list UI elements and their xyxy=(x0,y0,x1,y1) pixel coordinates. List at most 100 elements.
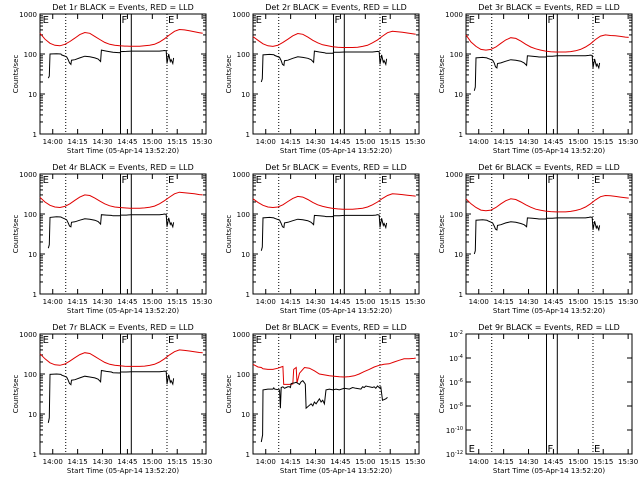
x-tick-label: 14:00 xyxy=(256,138,276,146)
x-tick-label: 15:15 xyxy=(380,298,400,306)
x-tick-label: 15:30 xyxy=(192,458,212,466)
x-axis-label: Start Time (05-Apr-14 13:52:20) xyxy=(67,467,179,475)
x-tick-label: 15:00 xyxy=(568,138,588,146)
x-tick-label: 15:00 xyxy=(355,138,375,146)
y-tick-label: 1000 xyxy=(19,171,37,179)
x-tick-label: 15:30 xyxy=(405,458,425,466)
plot-frame xyxy=(465,173,633,295)
series-lld xyxy=(39,191,203,209)
marker-label-f: F xyxy=(548,15,554,26)
marker-label-f: F xyxy=(122,15,128,26)
y-tick-label: 1000 xyxy=(232,171,250,179)
x-tick-label: 14:30 xyxy=(305,298,325,306)
panel-9: Det 9r BLACK = Events, RED = LLD 10-12 10-… xyxy=(438,323,638,475)
series-events xyxy=(260,380,388,443)
panel-title: Det 1r BLACK = Events, RED = LLD xyxy=(52,3,194,12)
series-lld xyxy=(465,194,629,213)
plot-frame xyxy=(465,333,633,455)
x-tick-label: 14:30 xyxy=(518,298,538,306)
plot-frame xyxy=(39,173,207,295)
series-lld xyxy=(39,28,203,47)
x-tick-label: 14:45 xyxy=(117,458,137,466)
y-tick-label: 1000 xyxy=(445,11,463,19)
marker-label-e: E xyxy=(594,444,600,455)
x-tick-label: 15:30 xyxy=(405,298,425,306)
plot-frame xyxy=(465,13,633,135)
y-tick-label: 10-10 xyxy=(446,426,463,435)
y-tick-label: 1 xyxy=(33,291,37,299)
marker-label-f: F xyxy=(122,335,128,346)
y-tick-label: 1000 xyxy=(19,11,37,19)
x-tick-label: 14:15 xyxy=(494,138,514,146)
x-tick-label: 15:15 xyxy=(380,138,400,146)
y-axis-label: Counts/sec xyxy=(225,55,233,94)
y-tick-label: 1000 xyxy=(232,331,250,339)
marker-label-e: E xyxy=(381,335,387,346)
x-tick-label: 14:00 xyxy=(256,298,276,306)
x-axis-label: Start Time (05-Apr-14 13:52:20) xyxy=(280,307,392,315)
y-tick-label: 1000 xyxy=(232,11,250,19)
y-tick-label: 1000 xyxy=(445,171,463,179)
y-tick-label: 1000 xyxy=(19,331,37,339)
marker-label-e: E xyxy=(168,175,174,186)
x-tick-label: 15:30 xyxy=(405,138,425,146)
x-tick-label: 15:00 xyxy=(142,458,162,466)
panel-title: Det 9r BLACK = Events, RED = LLD xyxy=(478,323,620,332)
y-tick-label: 10-12 xyxy=(446,450,463,459)
series-events xyxy=(47,213,175,249)
panel-6: Det 6r BLACK = Events, RED = LLD 1 10 100 10… xyxy=(438,163,638,315)
x-tick-label: 14:15 xyxy=(281,458,301,466)
x-tick-label: 14:30 xyxy=(305,458,325,466)
y-axis-label: Counts/sec xyxy=(225,375,233,414)
series-lld xyxy=(465,34,629,53)
marker-label-e: E xyxy=(43,335,49,346)
series-events xyxy=(47,369,175,423)
x-axis-label: Start Time (05-Apr-14 13:52:20) xyxy=(493,467,605,475)
y-axis-label: Counts/sec xyxy=(438,55,446,94)
x-tick-label: 14:30 xyxy=(305,138,325,146)
x-tick-label: 14:15 xyxy=(494,298,514,306)
marker-label-e: E xyxy=(381,15,387,26)
panel-5: Det 5r BLACK = Events, RED = LLD 1 10 100 10… xyxy=(225,163,425,315)
panel-title: Det 5r BLACK = Events, RED = LLD xyxy=(265,163,407,172)
y-tick-label: 10 xyxy=(241,251,250,259)
x-tick-label: 14:45 xyxy=(117,138,137,146)
x-tick-label: 14:00 xyxy=(43,298,63,306)
x-tick-label: 14:45 xyxy=(117,298,137,306)
x-tick-label: 15:00 xyxy=(568,298,588,306)
x-tick-label: 14:00 xyxy=(256,458,276,466)
x-tick-label: 14:30 xyxy=(92,458,112,466)
x-tick-label: 15:15 xyxy=(593,138,613,146)
plot-frame xyxy=(252,13,420,135)
marker-label-e: E xyxy=(256,335,262,346)
y-axis-label: Counts/sec xyxy=(12,55,20,94)
x-tick-label: 15:15 xyxy=(167,138,187,146)
y-axis-label: Counts/sec xyxy=(225,215,233,254)
y-tick-label: 10 xyxy=(28,411,37,419)
x-tick-label: 14:15 xyxy=(68,298,88,306)
panel-title: Det 7r BLACK = Events, RED = LLD xyxy=(52,323,194,332)
x-tick-label: 15:15 xyxy=(593,458,613,466)
x-tick-label: 15:30 xyxy=(618,458,638,466)
plot-frame xyxy=(39,13,207,135)
x-tick-label: 14:00 xyxy=(43,138,63,146)
x-axis-label: Start Time (05-Apr-14 13:52:20) xyxy=(493,307,605,315)
marker-label-f: F xyxy=(548,444,554,455)
series-events xyxy=(47,49,175,79)
x-tick-label: 14:00 xyxy=(469,458,489,466)
y-tick-label: 10 xyxy=(454,251,463,259)
x-tick-label: 14:00 xyxy=(469,138,489,146)
y-tick-label: 10-8 xyxy=(449,402,463,411)
y-tick-label: 100 xyxy=(24,371,37,379)
marker-label-e: E xyxy=(469,444,475,455)
y-tick-label: 10-2 xyxy=(449,330,463,339)
marker-label-e: E xyxy=(256,175,262,186)
series-lld xyxy=(252,30,416,48)
y-tick-label: 100 xyxy=(24,211,37,219)
plot-frame xyxy=(252,333,420,455)
x-axis-label: Start Time (05-Apr-14 13:52:20) xyxy=(280,467,392,475)
y-tick-label: 1 xyxy=(459,291,463,299)
marker-label-f: F xyxy=(335,175,341,186)
panel-title: Det 6r BLACK = Events, RED = LLD xyxy=(478,163,620,172)
